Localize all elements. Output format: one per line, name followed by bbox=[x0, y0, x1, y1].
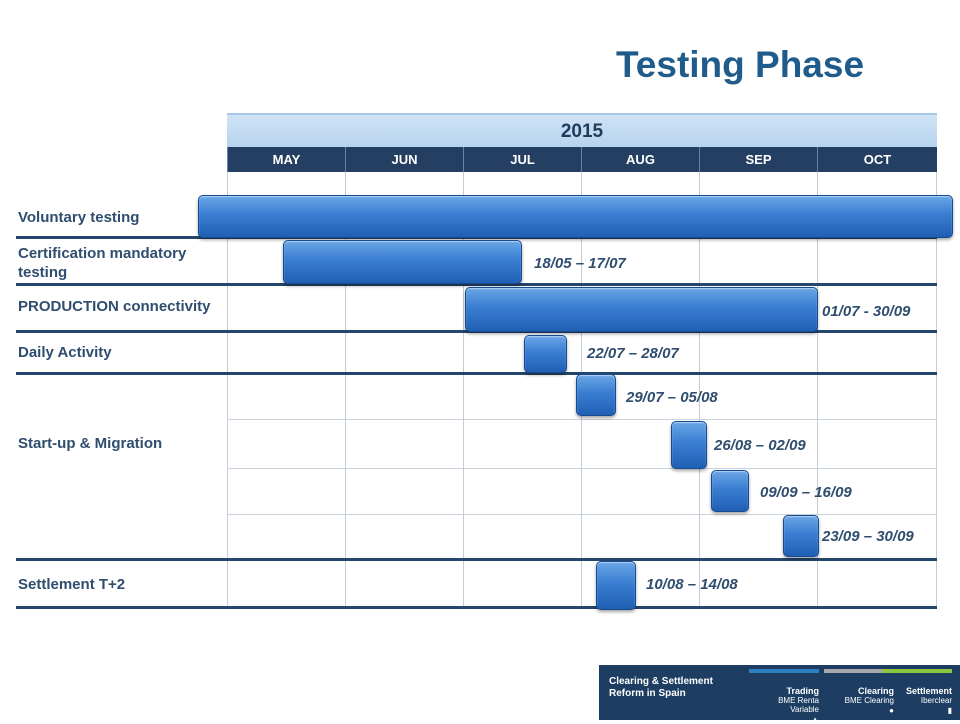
footer-column-head: Trading bbox=[786, 686, 819, 696]
row-label-startup-migration: Start-up & Migration bbox=[18, 435, 163, 452]
footer-column-sub: Iberclear bbox=[920, 696, 952, 705]
date-label: 09/09 – 16/09 bbox=[760, 484, 852, 501]
grid-line bbox=[936, 172, 937, 608]
month-label: SEP bbox=[699, 147, 817, 172]
date-label: 26/08 – 02/09 bbox=[714, 437, 806, 454]
row-label-production: PRODUCTION connectivity bbox=[18, 298, 211, 315]
grid-line bbox=[227, 172, 228, 608]
date-label: 18/05 – 17/07 bbox=[534, 255, 626, 272]
footer-column-sub: BME Clearing bbox=[844, 696, 894, 705]
settlement-strip bbox=[882, 669, 952, 673]
grid-line bbox=[463, 172, 464, 608]
grid-line bbox=[345, 172, 346, 608]
footer-column-sub: BME Renta Variable bbox=[778, 696, 819, 714]
month-label: JUL bbox=[463, 147, 581, 172]
footer-column-head: Settlement bbox=[905, 686, 952, 696]
circle-icon: ● bbox=[889, 706, 894, 715]
row-label-voluntary-testing: Voluntary testing bbox=[18, 209, 140, 226]
bar-icon: ▮ bbox=[947, 706, 952, 715]
row-divider bbox=[227, 514, 937, 515]
year-header: 2015 bbox=[227, 113, 937, 149]
footer-banner: Clearing & Settlement Reform in Spain Tr… bbox=[599, 665, 960, 724]
gantt-bar-production bbox=[465, 287, 818, 332]
row-divider bbox=[16, 372, 937, 375]
row-divider bbox=[227, 419, 937, 420]
date-label: 10/08 – 14/08 bbox=[646, 576, 738, 593]
page-title: Testing Phase bbox=[615, 44, 865, 85]
row-divider bbox=[227, 468, 937, 469]
footer-column-head: Clearing bbox=[857, 686, 894, 696]
gantt-bar-startup-3 bbox=[711, 470, 749, 512]
trading-strip bbox=[749, 669, 819, 673]
row-divider bbox=[16, 606, 937, 609]
footer-column-clearing: Clearing BME Clearing ● bbox=[824, 669, 894, 715]
gantt-bar-voluntary-testing bbox=[198, 195, 953, 238]
gantt-bar-startup-1 bbox=[576, 374, 616, 416]
grid-line bbox=[699, 172, 700, 608]
footer-title: Clearing & Settlement Reform in Spain bbox=[609, 676, 713, 699]
month-label: OCT bbox=[817, 147, 937, 172]
gantt-bar-certification bbox=[283, 240, 522, 284]
row-label-settlement: Settlement T+2 bbox=[18, 576, 126, 593]
gantt-bar-startup-2 bbox=[671, 421, 707, 469]
row-label-daily-activity: Daily Activity bbox=[18, 344, 112, 361]
month-label: JUN bbox=[345, 147, 463, 172]
row-divider bbox=[16, 283, 937, 286]
row-label-certification: Certification mandatory testing bbox=[18, 245, 187, 281]
date-label: 01/07 - 30/09 bbox=[822, 303, 911, 320]
date-label: 23/09 – 30/09 bbox=[822, 528, 914, 545]
month-label: AUG bbox=[581, 147, 699, 172]
row-divider bbox=[16, 558, 937, 561]
clearing-strip bbox=[824, 669, 894, 673]
month-label: MAY bbox=[227, 147, 345, 172]
gantt-bar-settlement bbox=[596, 561, 636, 610]
footer-column-settlement: Settlement Iberclear ▮ bbox=[882, 669, 952, 715]
footer-column-trading: Trading BME Renta Variable ▲ bbox=[749, 669, 819, 724]
month-header: MAY JUN JUL AUG SEP OCT bbox=[227, 147, 937, 172]
gantt-bar-startup-4 bbox=[783, 515, 819, 557]
date-label: 29/07 – 05/08 bbox=[626, 389, 718, 406]
gantt-bar-daily-activity bbox=[524, 335, 567, 373]
date-label: 22/07 – 28/07 bbox=[587, 345, 679, 362]
grid-line bbox=[817, 172, 818, 608]
